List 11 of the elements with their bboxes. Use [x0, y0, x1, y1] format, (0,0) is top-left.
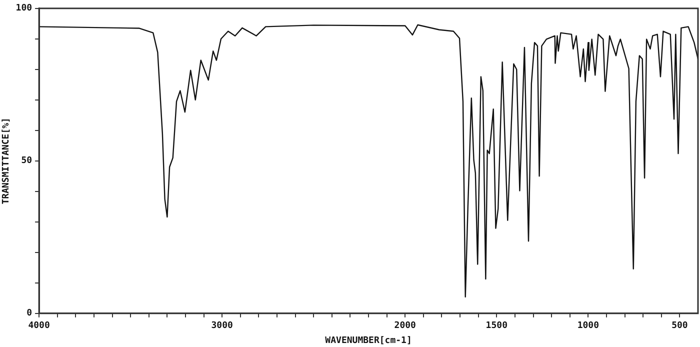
x-tick-label: 3000	[211, 321, 233, 332]
x-tick-label: 2000	[394, 321, 416, 332]
x-tick-label: 1000	[577, 321, 600, 332]
x-tick-label: 500	[672, 321, 688, 332]
y-tick-label: 0	[26, 308, 32, 319]
x-axis-title: WAVENUMBER[cm-1]	[325, 336, 412, 346]
y-axis-title: TRANSMITTANCE[%]	[2, 118, 12, 204]
x-tick-label: 1500	[486, 321, 508, 332]
y-tick-label: 100	[16, 4, 32, 14]
x-tick-label: 4000	[28, 321, 50, 332]
y-tick-label: 50	[21, 156, 32, 166]
